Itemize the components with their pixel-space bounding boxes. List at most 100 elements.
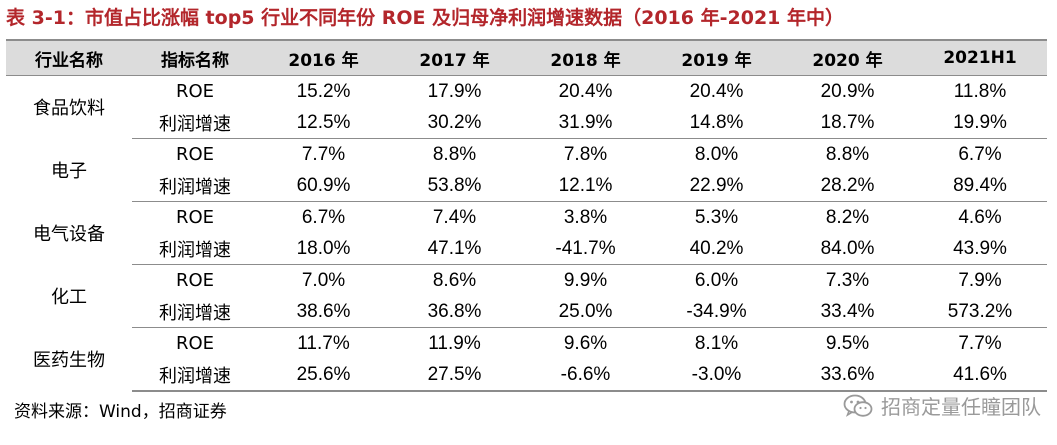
value-cell: 28.2%	[782, 170, 913, 202]
table-row: 利润增速 60.9% 53.8% 12.1% 22.9% 28.2% 89.4%	[6, 170, 1047, 202]
value-cell: 8.2%	[825, 206, 870, 228]
table-row: 医药生物 ROE 11.7% 11.9% 9.6% 8.1% 9.5% 7.7%	[6, 328, 1047, 372]
value-cell: 7.3%	[825, 269, 870, 291]
value-cell: 17.9%	[427, 80, 482, 102]
header-cell-2016: 2016 年	[258, 39, 389, 76]
indicator-cell: ROE	[175, 270, 215, 291]
value-cell: 33.4%	[782, 296, 913, 328]
value-cell: 27.5%	[389, 359, 520, 392]
value-cell: 7.7%	[301, 143, 346, 165]
value-cell: 22.9%	[651, 170, 782, 202]
header-cell-industry: 行业名称	[6, 39, 132, 76]
value-cell: -34.9%	[651, 296, 782, 328]
value-cell: 9.5%	[825, 332, 870, 354]
table-row: 食品饮料 ROE 15.2% 17.9% 20.4% 20.4% 20.9% 1…	[6, 76, 1047, 120]
industry-cell: 电气设备	[33, 224, 105, 245]
indicator-cell: ROE	[175, 81, 215, 102]
value-cell: 6.0%	[694, 269, 739, 291]
value-cell: 12.1%	[520, 170, 651, 202]
value-cell: 573.2%	[913, 296, 1047, 328]
value-cell: 20.4%	[689, 80, 744, 102]
header-cell-2018: 2018 年	[520, 39, 651, 76]
value-cell: 3.8%	[563, 206, 608, 228]
value-cell: 20.9%	[820, 80, 875, 102]
header-cell-2017: 2017 年	[389, 39, 520, 76]
indicator-cell: ROE	[175, 207, 215, 228]
value-cell: 43.9%	[913, 233, 1047, 265]
value-cell: 11.7%	[297, 332, 350, 354]
header-cell-2019: 2019 年	[651, 39, 782, 76]
value-cell: 5.3%	[694, 206, 739, 228]
value-cell: 8.0%	[694, 143, 739, 165]
value-cell: 41.6%	[913, 359, 1047, 392]
indicator-cell: ROE	[175, 144, 215, 165]
value-cell: 60.9%	[258, 170, 389, 202]
value-cell: -41.7%	[520, 233, 651, 265]
value-cell: 7.4%	[432, 206, 477, 228]
header-cell-2021h1: 2021H1	[913, 39, 1047, 76]
value-cell: 20.4%	[558, 80, 613, 102]
value-cell: 14.8%	[651, 107, 782, 139]
header-cell-indicator: 指标名称	[132, 39, 258, 76]
value-cell: 8.8%	[825, 143, 870, 165]
header-cell-2020: 2020 年	[782, 39, 913, 76]
value-cell: 89.4%	[913, 170, 1047, 202]
value-cell: 40.2%	[651, 233, 782, 265]
indicator-cell: 利润增速	[132, 359, 258, 392]
value-cell: 9.9%	[563, 269, 608, 291]
wechat-icon	[843, 394, 873, 417]
value-cell: -3.0%	[651, 359, 782, 392]
value-cell: 9.6%	[563, 332, 608, 354]
value-cell: 12.5%	[258, 107, 389, 139]
watermark-text: 招商定量任瞳团队	[881, 395, 1041, 419]
value-cell: 18.0%	[258, 233, 389, 265]
value-cell: 19.9%	[913, 107, 1047, 139]
value-cell: 53.8%	[389, 170, 520, 202]
value-cell: 6.7%	[301, 206, 346, 228]
value-cell: 25.0%	[520, 296, 651, 328]
value-cell: 11.9%	[428, 332, 481, 354]
value-cell: 8.6%	[432, 269, 477, 291]
value-cell: 4.6%	[958, 206, 1002, 228]
industry-cell: 食品饮料	[33, 98, 105, 120]
indicator-cell: 利润增速	[132, 170, 258, 202]
value-cell: 84.0%	[782, 233, 913, 265]
data-table-container: 行业名称 指标名称 2016 年 2017 年 2018 年 2019 年 20…	[6, 39, 1047, 392]
industry-cell: 医药生物	[33, 350, 105, 372]
value-cell: 7.8%	[563, 143, 608, 165]
indicator-cell: 利润增速	[132, 107, 258, 139]
value-cell: 7.7%	[958, 332, 1002, 354]
indicator-cell: 利润增速	[132, 296, 258, 328]
indicator-cell: 利润增速	[132, 233, 258, 265]
value-cell: 8.1%	[694, 332, 739, 354]
indicator-cell: ROE	[175, 333, 215, 354]
value-cell: 38.6%	[258, 296, 389, 328]
value-cell: 11.8%	[953, 80, 1007, 102]
value-cell: 30.2%	[389, 107, 520, 139]
table-row: 电气设备 ROE 6.7% 7.4% 3.8% 5.3% 8.2% 4.6%	[6, 202, 1047, 246]
value-cell: 36.8%	[389, 296, 520, 328]
source-note: 资料来源：Wind，招商证券	[14, 402, 227, 422]
table-row: 利润增速 25.6% 27.5% -6.6% -3.0% 33.6% 41.6%	[6, 359, 1047, 392]
industry-cell: 电子	[51, 161, 87, 182]
value-cell: 15.2%	[296, 80, 351, 102]
table-row: 利润增速 12.5% 30.2% 31.9% 14.8% 18.7% 19.9%	[6, 107, 1047, 139]
value-cell: -6.6%	[520, 359, 651, 392]
value-cell: 31.9%	[520, 107, 651, 139]
table-row: 化工 ROE 7.0% 8.6% 9.9% 6.0% 7.3% 7.9%	[6, 265, 1047, 309]
header-row: 行业名称 指标名称 2016 年 2017 年 2018 年 2019 年 20…	[6, 39, 1047, 76]
value-cell: 8.8%	[432, 143, 477, 165]
table-row: 电子 ROE 7.7% 8.8% 7.8% 8.0% 8.8% 6.7%	[6, 139, 1047, 183]
table-title: 表 3-1：市值占比涨幅 top5 行业不同年份 ROE 及归母净利润增速数据（…	[6, 7, 844, 29]
data-table: 行业名称 指标名称 2016 年 2017 年 2018 年 2019 年 20…	[6, 39, 1047, 392]
industry-cell: 化工	[51, 287, 87, 308]
value-cell: 6.7%	[958, 143, 1002, 165]
watermark: 招商定量任瞳团队	[843, 391, 1041, 420]
value-cell: 33.6%	[782, 359, 913, 392]
table-row: 利润增速 18.0% 47.1% -41.7% 40.2% 84.0% 43.9…	[6, 233, 1047, 265]
table-row: 利润增速 38.6% 36.8% 25.0% -34.9% 33.4% 573.…	[6, 296, 1047, 328]
value-cell: 25.6%	[258, 359, 389, 392]
value-cell: 47.1%	[389, 233, 520, 265]
value-cell: 18.7%	[782, 107, 913, 139]
value-cell: 7.0%	[301, 269, 346, 291]
